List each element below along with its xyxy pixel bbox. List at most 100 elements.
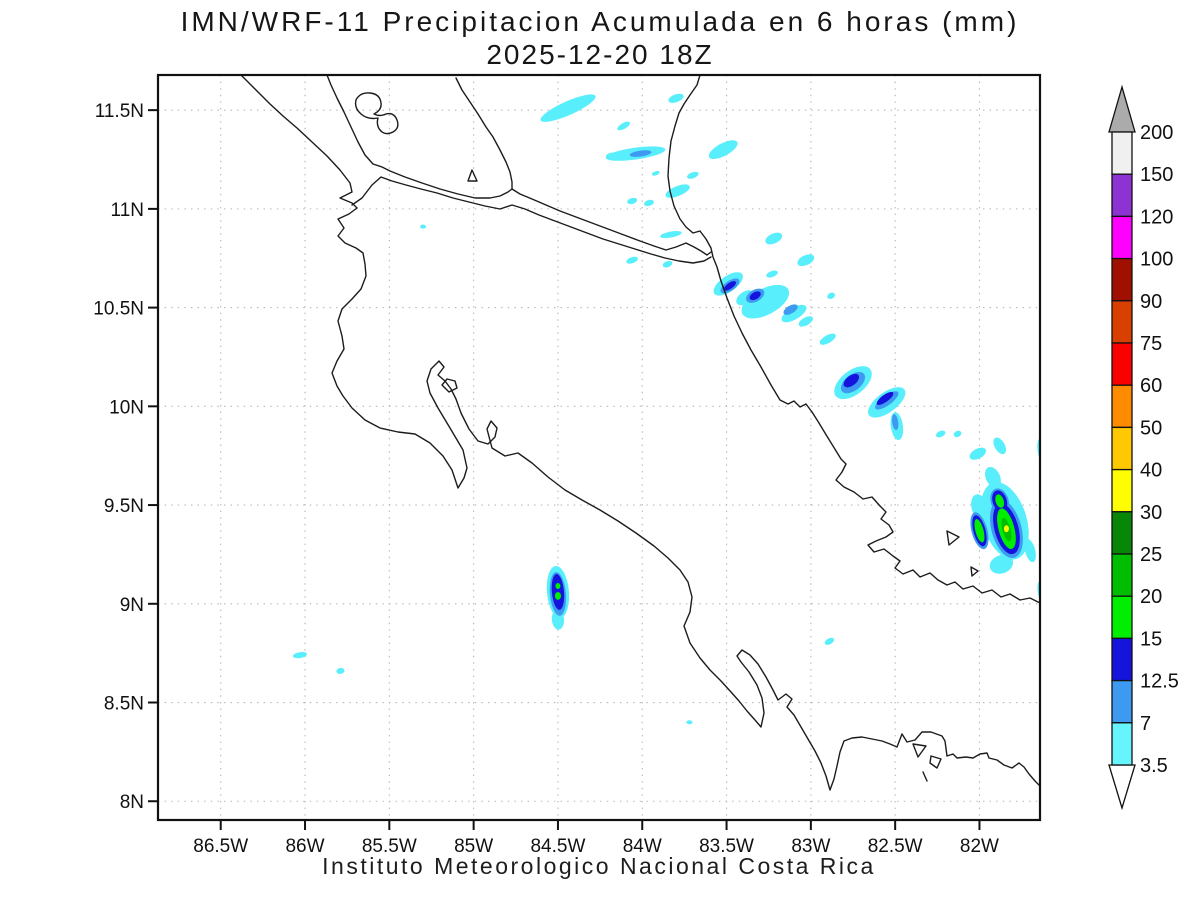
precip-patch <box>723 281 736 291</box>
precip-patch <box>651 170 660 176</box>
colorbar-segment <box>1111 384 1133 429</box>
precip-patch <box>797 254 815 267</box>
precip-patch <box>554 591 561 600</box>
precip-patch <box>627 197 638 205</box>
precip-patch <box>605 152 618 159</box>
lon-tick-label: 83.5W <box>699 836 754 857</box>
valid-time-subtitle: 2025-12-20 18Z <box>486 39 714 70</box>
precip-patch <box>827 292 835 299</box>
precip-patch <box>626 256 638 264</box>
lon-tick-label: 84W <box>623 836 662 857</box>
colorbar-tick-label: 12.5 <box>1140 671 1179 693</box>
precip-patch <box>969 447 987 460</box>
lat-tick-label: 11N <box>111 200 144 221</box>
precip-patch <box>1003 525 1009 533</box>
colorbar-legend: 200 150 120 100 90 75 60 50 40 30 25 20 15 12.5 7 3.5 <box>1108 84 1179 811</box>
lat-tick-label: 10N <box>109 397 144 418</box>
precip-patch <box>336 667 345 674</box>
colorbar-under-arrow <box>1108 764 1136 811</box>
precip-patch <box>708 140 738 160</box>
colorbar-segment <box>1111 426 1133 471</box>
precip-patch <box>783 304 798 315</box>
precip-patch <box>876 391 894 405</box>
colorbar-tick-label: 120 <box>1140 206 1173 228</box>
precip-patch <box>993 437 1007 455</box>
precip-patch <box>749 291 761 301</box>
ometepe-island <box>354 92 399 135</box>
colorbar-segment <box>1111 595 1133 640</box>
lon-tick-label: 85W <box>454 836 493 857</box>
colorbar-tick-label: 75 <box>1140 333 1162 355</box>
precip-patch <box>662 260 673 268</box>
precip-patch <box>665 184 690 198</box>
pacific-coastline <box>240 75 1040 791</box>
precip-patch <box>798 316 813 327</box>
colorbar-tick-label: 3.5 <box>1140 755 1168 777</box>
colorbar-tick-label: 25 <box>1140 544 1162 566</box>
colorbar-segment <box>1111 468 1133 513</box>
lat-tick-label: 8N <box>120 792 144 813</box>
lat-tick-label: 8.5N <box>104 694 144 715</box>
colorbar-tick-label: 30 <box>1140 502 1162 524</box>
precip-patch <box>935 430 946 438</box>
map-outlines <box>240 75 1040 791</box>
precip-patch <box>1024 538 1036 563</box>
precipitation-shading <box>292 93 1040 725</box>
lat-lon-gridlines <box>158 75 1040 820</box>
san-juan-river <box>511 188 712 256</box>
colorbar-segment <box>1111 637 1133 682</box>
colorbar-tick-label: 90 <box>1140 291 1162 313</box>
precip-patch <box>819 333 836 345</box>
lon-tick-label: 83W <box>791 836 830 857</box>
precip-patch <box>686 720 693 725</box>
colorbar-tick-label: 200 <box>1140 122 1173 144</box>
colorbar-segment <box>1111 131 1133 175</box>
colorbar-segment <box>1111 257 1133 302</box>
colorbar-segment <box>1111 553 1133 597</box>
lon-tick-label: 82.5W <box>868 836 923 857</box>
colorbar-segments <box>1111 131 1133 766</box>
precip-patch <box>555 583 561 589</box>
axis-labels: 86.5W 86W 85.5W 85W 84.5W 84W 83.5W 83W 82.5W 82W… <box>93 101 999 857</box>
precip-patch <box>741 284 790 319</box>
colorbar-tick-label: 60 <box>1140 375 1162 397</box>
nicaragua-border <box>351 176 712 264</box>
lake-nicaragua-shore <box>326 75 513 199</box>
institution-footer: Instituto Meteorologico Nacional Costa R… <box>322 853 876 879</box>
precip-patch <box>540 94 596 122</box>
precip-patch <box>766 270 778 278</box>
precip-patch <box>1037 581 1040 603</box>
precip-patch <box>420 224 427 229</box>
colorbar-segment <box>1111 215 1133 260</box>
lat-tick-label: 11.5N <box>95 101 144 122</box>
precip-patch <box>995 494 1005 508</box>
colorbar-tick-label: 150 <box>1140 164 1173 186</box>
page-title: IMN/WRF-11 Precipitacion Acumulada en 6 … <box>180 6 1020 37</box>
lon-tick-label: 85.5W <box>362 836 417 857</box>
lon-tick-label: 86W <box>285 836 324 857</box>
precip-patch <box>781 304 807 323</box>
colorbar-tick-label: 7 <box>1140 713 1151 735</box>
colorbar-over-arrow <box>1108 84 1136 133</box>
precip-patch <box>668 93 684 103</box>
precip-patch <box>660 231 682 239</box>
colorbar-tick-label: 20 <box>1140 586 1162 608</box>
colorbar-labels: 200 150 120 100 90 75 60 50 40 30 25 20 15 12.5 7 3.5 <box>1140 122 1179 777</box>
precip-patch <box>629 150 652 157</box>
precip-patch <box>843 373 859 388</box>
precip-patch <box>953 430 962 438</box>
small-islands <box>441 169 979 782</box>
lon-tick-label: 84.5W <box>530 836 585 857</box>
colorbar-tick-label: 15 <box>1140 628 1162 650</box>
lat-tick-label: 9N <box>120 595 144 616</box>
lon-tick-label: 82W <box>960 836 999 857</box>
colorbar-segment <box>1111 511 1133 555</box>
lon-tick-label: 86.5W <box>193 836 248 857</box>
lat-tick-label: 9.5N <box>104 496 144 517</box>
precip-patch <box>974 519 985 543</box>
colorbar-tick-label: 50 <box>1140 417 1162 439</box>
precip-patch <box>644 199 654 207</box>
axis-ticks <box>148 109 981 830</box>
colorbar-tick-label: 100 <box>1140 249 1173 271</box>
